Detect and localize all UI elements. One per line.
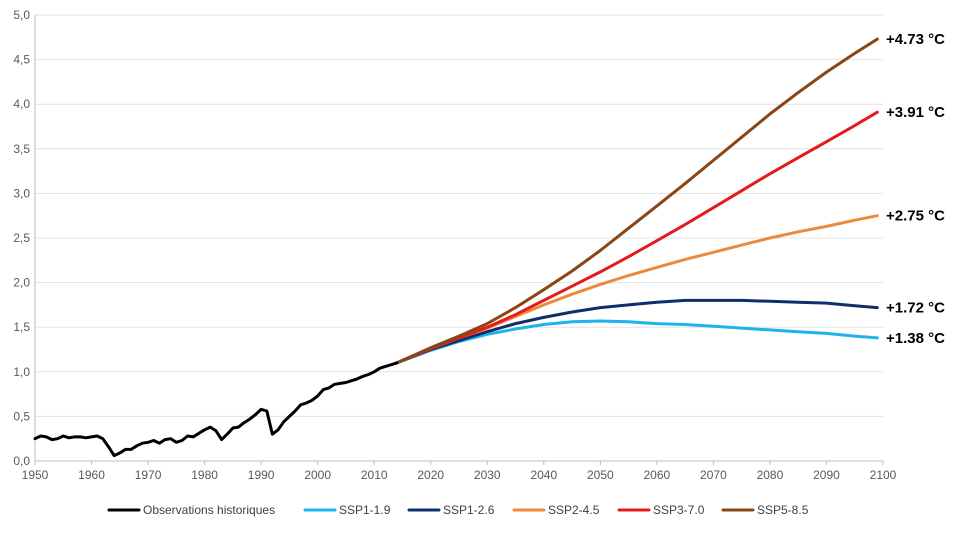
end-labels: +4.73 °C +3.91 °C +2.75 °C +1.72 °C +1.38 °C [886,31,945,347]
x-tick-label: 1950 [22,468,49,482]
x-tick-label: 1980 [191,468,218,482]
gridlines [35,15,883,416]
legend-label: Observations historiques [143,503,275,517]
x-tick-label: 2010 [361,468,388,482]
end-value-label: +2.75 °C [886,208,945,225]
x-tick-label: 2020 [417,468,444,482]
temperature-projection-chart: 0,0 0,5 1,0 1,5 2,0 2,5 3,0 3,5 4,0 4,5 5,0 1950 196… [0,0,960,536]
x-tick-label: 2030 [474,468,501,482]
legend-item: SSP1-1.9 [305,503,391,517]
y-tick-label: 4,0 [13,97,30,111]
y-tick-label: 2,5 [13,231,30,245]
legend-item: SSP3-7.0 [619,503,705,517]
x-tick-label: 1960 [78,468,105,482]
series-line-observations-historiques [35,363,397,456]
legend: Observations historiques SSP1-1.9 SSP1-2.6… [109,503,809,517]
legend-item: SSP5-8.5 [723,503,809,517]
end-value-label: +3.91 °C [886,104,945,121]
legend-label: SSP1-2.6 [443,503,495,517]
y-tick-label: 2,0 [13,276,30,290]
end-value-label: +1.38 °C [886,330,945,347]
legend-item: SSP1-2.6 [409,503,495,517]
x-tick-label: 2050 [587,468,614,482]
y-tick-label: 3,5 [13,142,30,156]
end-value-label: +1.72 °C [886,300,945,317]
legend-item: SSP2-4.5 [514,503,600,517]
x-tick-label: 2080 [757,468,784,482]
legend-label: SSP1-1.9 [339,503,391,517]
legend-label: SSP3-7.0 [653,503,705,517]
y-tick-label: 1,0 [13,365,30,379]
axes: 0,0 0,5 1,0 1,5 2,0 2,5 3,0 3,5 4,0 4,5 5,0 1950 196… [13,8,896,482]
x-tick-label: 2000 [304,468,331,482]
x-tick-label: 2070 [700,468,727,482]
y-tick-label: 5,0 [13,8,30,22]
series-line-ssp5-8-5 [397,39,878,363]
y-tick-label: 3,0 [13,186,30,200]
y-tick-label: 4,5 [13,53,30,67]
y-tick-label: 0,5 [13,409,30,423]
y-tick-label: 0,0 [13,454,30,468]
x-tick-label: 2100 [870,468,897,482]
x-tick-label: 2060 [644,468,671,482]
x-tick-label: 1970 [135,468,162,482]
y-tick-label: 1,5 [13,320,30,334]
legend-label: SSP5-8.5 [757,503,809,517]
series-lines [35,39,877,456]
x-tick-label: 2040 [530,468,557,482]
legend-item: Observations historiques [109,503,275,517]
end-value-label: +4.73 °C [886,31,945,48]
legend-label: SSP2-4.5 [548,503,600,517]
x-tick-label: 2090 [813,468,840,482]
x-tick-label: 1990 [248,468,275,482]
